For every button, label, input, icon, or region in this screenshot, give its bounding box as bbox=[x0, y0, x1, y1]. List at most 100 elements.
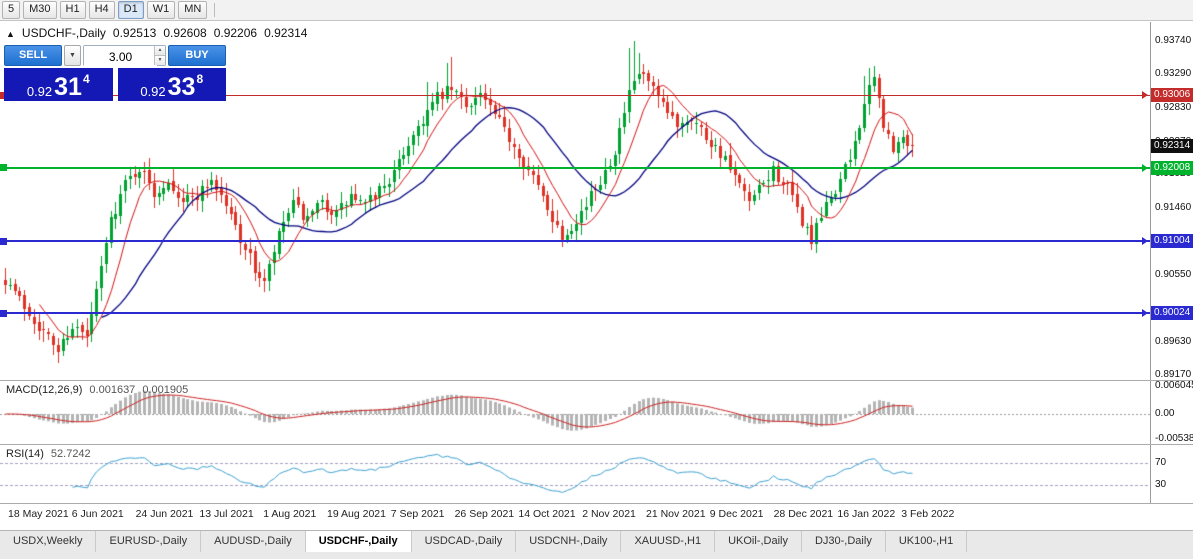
price-level-badge: 0.93006 bbox=[1151, 88, 1193, 103]
rsi-axis-label: 70 bbox=[1155, 457, 1167, 468]
volume-up-button[interactable]: ▲ bbox=[154, 46, 165, 55]
horizontal-level-line-0.91004[interactable] bbox=[0, 240, 1150, 243]
tab-usdcad-daily[interactable]: USDCAD-,Daily bbox=[412, 531, 517, 552]
chart-tab-bar: USDX,Weekly EURUSD-,Daily AUDUSD-,Daily USD… bbox=[0, 530, 1193, 559]
price-axis-tick: 0.91460 bbox=[1155, 202, 1192, 214]
timeframe-button-5[interactable]: 5 bbox=[2, 1, 21, 19]
horizontal-level-line-0.93006[interactable] bbox=[0, 94, 1150, 96]
line-endpoint-marker bbox=[0, 91, 7, 99]
macd-axis-label: 0.006045 bbox=[1155, 380, 1193, 392]
timeframe-button-m30[interactable]: M30 bbox=[23, 1, 57, 19]
timeframe-button-h4[interactable]: H4 bbox=[88, 1, 115, 19]
rsi-axis-label: 30 bbox=[1155, 479, 1167, 490]
tab-xauusd-h1[interactable]: XAUUSD-,H1 bbox=[621, 531, 716, 552]
buy-price-sup: 8 bbox=[196, 72, 204, 86]
macd-panel-separator[interactable] bbox=[0, 380, 1193, 381]
price-axis-tick: 0.93290 bbox=[1155, 68, 1192, 80]
line-endpoint-marker bbox=[0, 237, 7, 245]
rsi-indicator-canvas[interactable] bbox=[0, 445, 1150, 502]
tab-audusd-daily[interactable]: AUDUSD-,Daily bbox=[201, 531, 306, 552]
timeframe-toolbar: 5 M30 H1 H4 D1 W1 MN bbox=[0, 0, 1193, 21]
sell-button[interactable]: SELL bbox=[4, 45, 62, 66]
date-label: 26 Sep 2021 bbox=[454, 508, 515, 520]
horizontal-level-line-0.92008[interactable] bbox=[0, 166, 1150, 169]
date-label: 13 Jul 2021 bbox=[199, 508, 254, 520]
tab-usdcnh-daily[interactable]: USDCNH-,Daily bbox=[516, 531, 622, 552]
horizontal-level-line-0.90024[interactable] bbox=[0, 312, 1150, 314]
buy-price-big: 33 bbox=[167, 72, 196, 101]
date-label: 16 Jan 2022 bbox=[837, 508, 896, 520]
price-level-badge: 0.90024 bbox=[1151, 306, 1193, 320]
timeframe-button-d1[interactable]: D1 bbox=[117, 1, 144, 19]
date-label: 28 Dec 2021 bbox=[773, 508, 834, 520]
chart-title-row: ▲ USDCHF-,Daily 0.92513 0.92608 0.92206 … bbox=[6, 26, 307, 40]
tab-dj30-daily[interactable]: DJ30-,Daily bbox=[802, 531, 886, 552]
volume-down-button[interactable]: ▼ bbox=[154, 55, 165, 65]
price-axis-tick: 0.92830 bbox=[1155, 101, 1192, 113]
rsi-value: 52.7242 bbox=[50, 448, 91, 460]
date-label: 3 Feb 2022 bbox=[901, 508, 955, 520]
sell-price-prefix: 0.92 bbox=[26, 84, 53, 99]
tab-ukoil-daily[interactable]: UKOil-,Daily bbox=[715, 531, 802, 552]
buy-button[interactable]: BUY bbox=[168, 45, 226, 66]
tab-eurusd-daily[interactable]: EURUSD-,Daily bbox=[96, 531, 202, 552]
toolbar-divider bbox=[214, 3, 216, 17]
macd-value-main: 0.001637 bbox=[89, 384, 136, 396]
line-endpoint-marker bbox=[0, 309, 7, 317]
macd-axis-label: 0.00 bbox=[1155, 408, 1175, 419]
rsi-label: RSI(14) bbox=[6, 448, 44, 460]
date-label: 21 Nov 2021 bbox=[646, 508, 706, 520]
macd-label: MACD(12,26,9) bbox=[6, 384, 83, 396]
tab-uk100-h1[interactable]: UK100-,H1 bbox=[886, 531, 968, 552]
price-axis-tick: 0.89170 bbox=[1155, 369, 1192, 381]
macd-title-row: MACD(12,26,9) 0.001637 0.001905 bbox=[6, 384, 188, 396]
date-label: 18 May 2021 bbox=[8, 508, 69, 520]
line-endpoint-arrow bbox=[1142, 237, 1148, 246]
ohlc-close: 0.92314 bbox=[264, 26, 308, 40]
trade-panel-toggle-icon[interactable]: ▲ bbox=[6, 29, 15, 39]
macd-value-signal: 0.001905 bbox=[142, 384, 189, 396]
rsi-title-row: RSI(14) 52.7242 bbox=[6, 448, 91, 460]
date-axis: 18 May 2021 6 Jun 2021 24 Jun 2021 13 Jul 2… bbox=[0, 504, 1150, 530]
rsi-panel-separator[interactable] bbox=[0, 444, 1193, 445]
volume-dropdown-button[interactable]: ▼ bbox=[64, 45, 81, 66]
buy-price-display[interactable]: 0.92 33 8 bbox=[117, 68, 226, 101]
date-label: 9 Dec 2021 bbox=[709, 508, 764, 520]
sell-price-big: 31 bbox=[54, 72, 82, 101]
sell-price-display[interactable]: 0.92 31 4 bbox=[4, 68, 113, 101]
date-label: 24 Jun 2021 bbox=[135, 508, 194, 520]
price-axis-separator bbox=[1150, 22, 1151, 503]
date-label: 14 Oct 2021 bbox=[518, 508, 576, 520]
date-axis-separator bbox=[0, 503, 1193, 504]
timeframe-button-h1[interactable]: H1 bbox=[59, 1, 86, 19]
chart-symbol-title: USDCHF-,Daily bbox=[21, 26, 106, 40]
date-label: 19 Aug 2021 bbox=[327, 508, 386, 520]
date-label: 6 Jun 2021 bbox=[71, 508, 124, 520]
price-level-badge: 0.91004 bbox=[1151, 234, 1193, 249]
line-endpoint-arrow bbox=[1142, 163, 1148, 172]
price-axis-tick: 0.93740 bbox=[1155, 35, 1192, 47]
ohlc-high: 0.92608 bbox=[163, 26, 207, 40]
volume-field-wrap: ▲ ▼ bbox=[83, 45, 166, 67]
line-endpoint-marker bbox=[0, 164, 7, 172]
timeframe-button-w1[interactable]: W1 bbox=[146, 1, 176, 19]
line-endpoint-arrow bbox=[1142, 309, 1148, 317]
timeframe-button-mn[interactable]: MN bbox=[178, 1, 208, 19]
ohlc-low: 0.92206 bbox=[213, 26, 258, 40]
date-label: 2 Nov 2021 bbox=[582, 508, 636, 520]
tab-usdx-weekly[interactable]: USDX,Weekly bbox=[0, 531, 97, 552]
price-axis-tick: 0.89630 bbox=[1155, 335, 1192, 347]
macd-axis-label: -0.005383 bbox=[1155, 432, 1193, 444]
price-level-badge: 0.92008 bbox=[1151, 160, 1193, 175]
price-axis-tick: 0.90550 bbox=[1155, 268, 1192, 280]
tab-usdchf-daily[interactable]: USDCHF-,Daily bbox=[305, 531, 412, 552]
date-label: 7 Sep 2021 bbox=[390, 508, 445, 520]
buy-price-prefix: 0.92 bbox=[140, 84, 166, 99]
volume-input[interactable] bbox=[84, 46, 157, 67]
line-endpoint-arrow bbox=[1142, 91, 1148, 100]
one-click-trading-panel: SELL ▼ ▲ ▼ BUY 0.92 31 4 0.92 33 8 bbox=[4, 45, 226, 101]
date-label: 1 Aug 2021 bbox=[263, 508, 317, 520]
macd-indicator-canvas[interactable] bbox=[0, 381, 1150, 443]
sell-price-sup: 4 bbox=[82, 72, 90, 86]
